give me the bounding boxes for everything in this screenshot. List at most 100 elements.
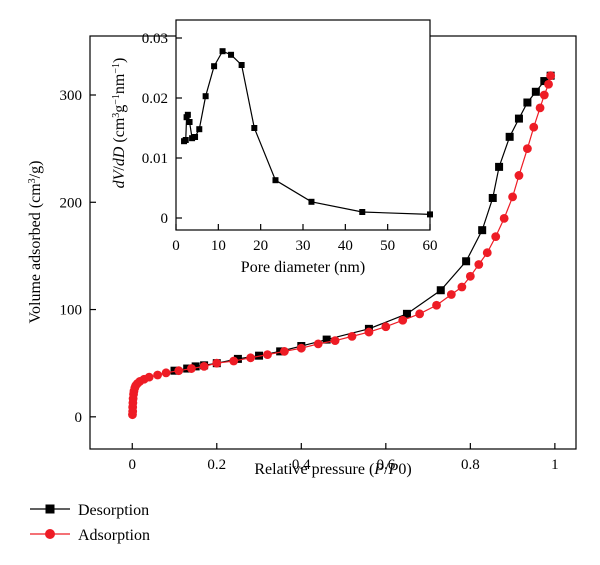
adsorption-point	[415, 309, 425, 319]
legend-desorption-marker	[45, 504, 55, 514]
adsorption-point	[398, 315, 408, 325]
adsorption-point	[199, 362, 209, 371]
series-0-point	[196, 126, 203, 133]
legend: Desorption Adsorption	[30, 502, 150, 544]
inset-x-ticks: 0 10 20 30 40 50 60	[172, 224, 438, 254]
desorption-point	[402, 309, 411, 318]
desorption-point	[322, 335, 331, 344]
legend-adsorption-marker	[45, 529, 55, 539]
adsorption-point	[296, 343, 306, 353]
y-tick-label: 0.03	[142, 31, 168, 47]
series-0-point	[228, 51, 235, 58]
x-tick-label: 0.2	[207, 457, 226, 473]
adsorption-point	[280, 346, 289, 356]
desorption-point	[191, 362, 200, 371]
adsorption-point	[432, 300, 441, 310]
desorption-point	[478, 226, 487, 235]
desorption-point	[495, 162, 504, 171]
adsorption-point	[263, 350, 272, 359]
desorption-point	[540, 77, 549, 86]
series-0-point	[251, 125, 258, 131]
x-tick-label: 0.8	[461, 457, 480, 473]
adsorption-point	[465, 271, 475, 281]
main-y-ticks: 0 100 200 300	[60, 88, 96, 426]
adsorption-point	[457, 282, 467, 292]
adsorption-point	[474, 260, 484, 269]
inset-y-ticks: 0 0.01 0.02 0.03	[142, 31, 182, 227]
y-tick-label: 0	[75, 410, 83, 426]
series-0-point	[184, 111, 191, 118]
series-0-point	[186, 119, 193, 125]
series-0-point	[192, 134, 199, 140]
inset-background	[176, 20, 430, 230]
desorption-point	[505, 132, 514, 141]
adsorption-point	[153, 370, 163, 380]
adsorption-point	[174, 366, 184, 376]
legend-entry-adsorption: Adsorption	[30, 527, 150, 544]
adsorption-point	[144, 372, 154, 382]
adsorption-point	[546, 71, 556, 81]
adsorption-point	[514, 171, 524, 180]
x-tick-label: 50	[380, 238, 395, 254]
adsorption-point	[187, 364, 196, 373]
main-series-layer	[128, 71, 556, 420]
adsorption-point	[544, 79, 553, 89]
series-0-point	[182, 137, 189, 143]
x-tick-label: 0.6	[376, 457, 395, 473]
desorption-point	[523, 98, 532, 107]
x-tick-label: 20	[253, 238, 268, 254]
desorption-point	[436, 286, 445, 295]
y-tick-label: 0.01	[142, 151, 168, 167]
series-0-point	[202, 93, 209, 100]
series-0-point	[427, 211, 433, 218]
desorption-point	[514, 114, 523, 123]
adsorption-point	[491, 232, 501, 242]
main-y-axis-label: Volume adsorbed (cm3/g)	[27, 161, 45, 324]
adsorption-point	[381, 322, 391, 332]
series-0-point	[272, 177, 279, 184]
x-tick-label: 60	[423, 238, 438, 254]
adsorption-point	[364, 327, 374, 337]
adsorption-point	[347, 331, 357, 341]
x-tick-label: 10	[211, 238, 226, 254]
adsorption-point	[539, 90, 549, 100]
x-tick-label: 1	[551, 457, 559, 473]
series-0-point	[308, 198, 315, 205]
adsorption-point	[246, 353, 255, 363]
adsorption-point	[229, 356, 239, 366]
main-x-ticks: 0 0.2 0.4 0.6 0.8 1	[129, 443, 559, 473]
adsorption-point	[535, 103, 545, 113]
x-tick-label: 0	[129, 457, 137, 473]
adsorption-point	[212, 358, 222, 368]
series-0-point	[219, 48, 226, 55]
desorption-point	[233, 354, 242, 363]
desorption-point	[488, 193, 497, 202]
series-0-point	[359, 209, 366, 215]
legend-desorption-label: Desorption	[78, 502, 149, 519]
desorption-point	[531, 87, 540, 96]
main-x-axis-label: Relative pressure (P/P0)	[254, 461, 411, 478]
adsorption-point	[161, 368, 171, 378]
y-tick-label: 0.02	[142, 91, 168, 107]
adsorption-point	[330, 336, 340, 346]
x-tick-label: 0	[172, 238, 180, 254]
adsorption-point	[482, 248, 492, 258]
x-tick-label: 0.4	[292, 457, 311, 473]
y-tick-label: 200	[60, 195, 83, 211]
inset-pore-size-plot: 0 10 20 30 40 50 60 0 0.01 0.02 0.03 Pore diamete…	[111, 19, 438, 276]
legend-adsorption-label: Adsorption	[78, 527, 150, 544]
y-tick-label: 100	[60, 303, 83, 319]
adsorption-point	[313, 339, 323, 349]
legend-entry-desorption: Desorption	[30, 502, 149, 519]
adsorption-point	[523, 144, 532, 154]
inset-y-axis-label: dV/dD (cm3g−1nm−1)	[111, 58, 129, 189]
adsorption-point	[508, 192, 518, 202]
x-tick-label: 30	[296, 238, 311, 254]
y-tick-label: 0	[161, 211, 169, 227]
adsorption-point	[446, 290, 456, 299]
inset-x-axis-label: Pore diameter (nm)	[241, 259, 365, 276]
series-0-point	[238, 62, 245, 68]
desorption-point	[462, 257, 471, 266]
